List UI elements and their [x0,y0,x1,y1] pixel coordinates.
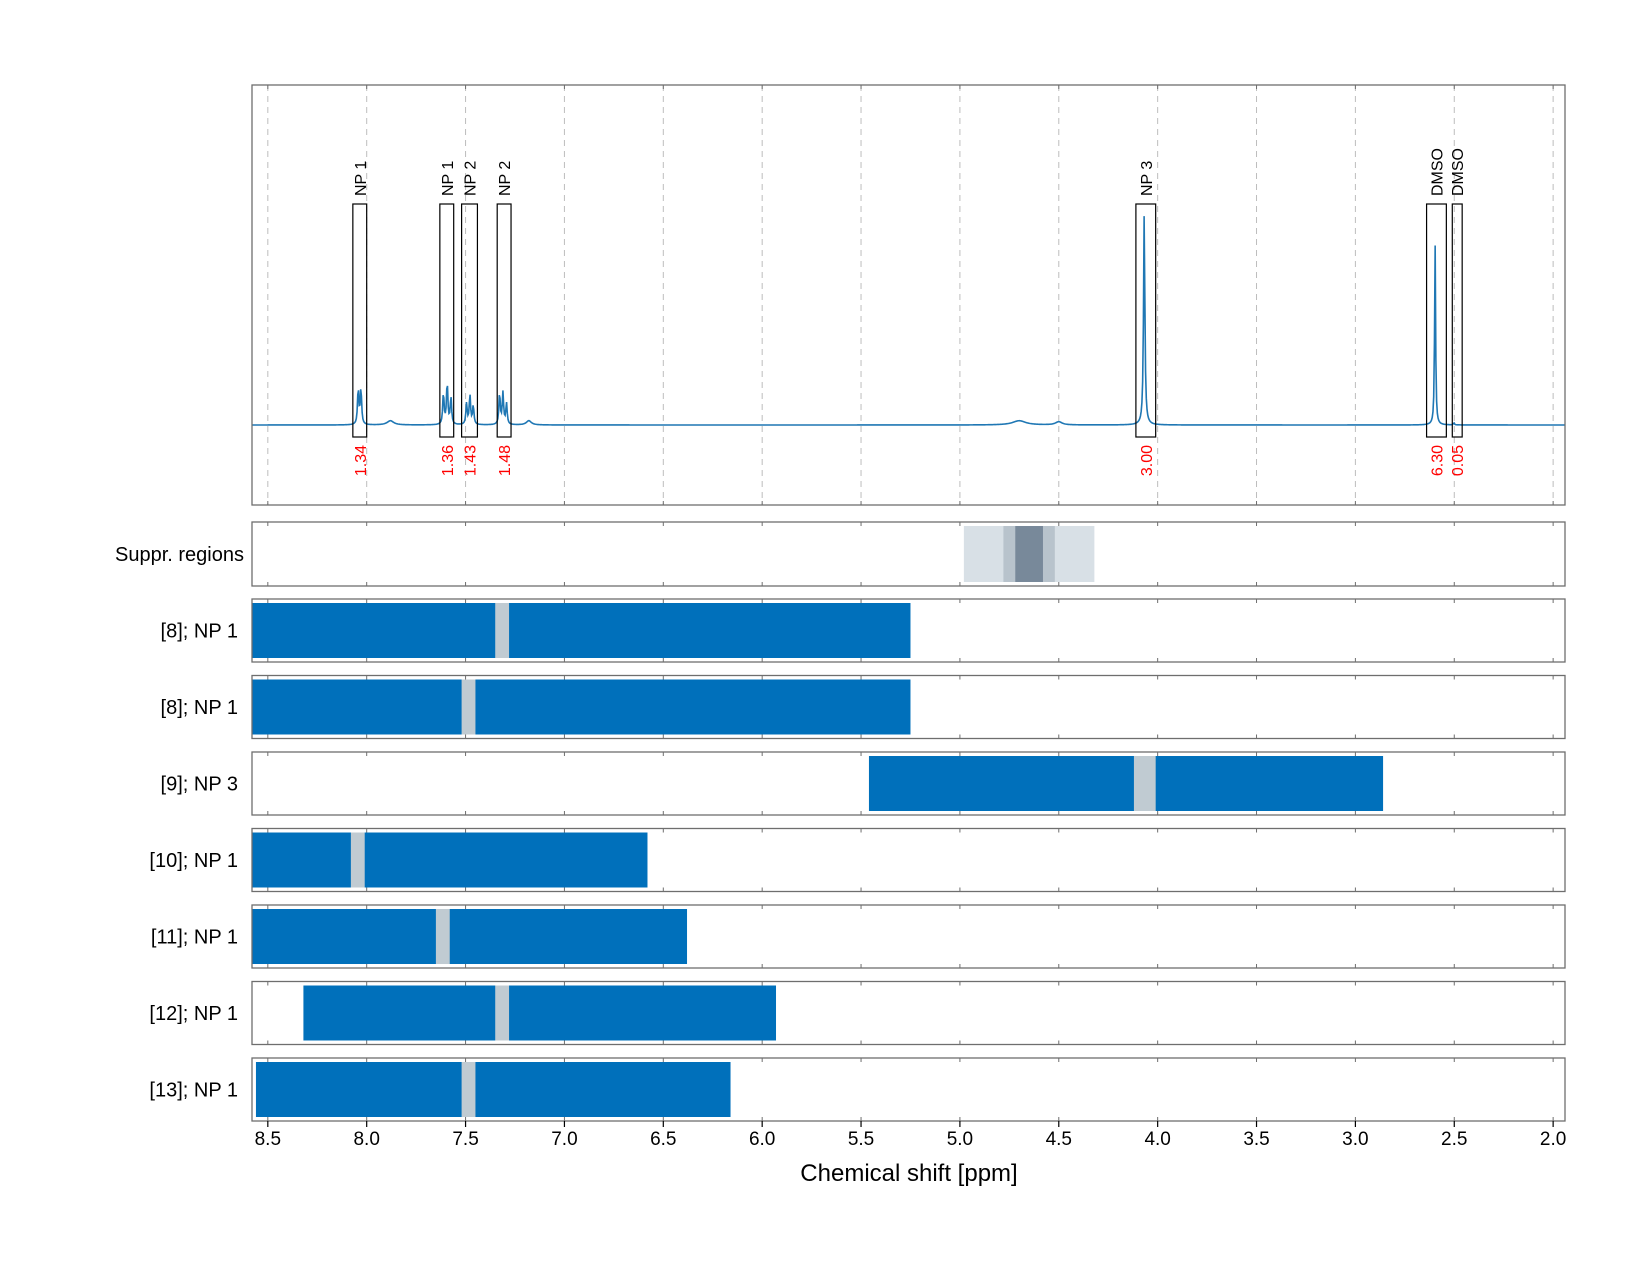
annotation-box [1425,203,1447,438]
x-tick-label: 8.0 [353,1129,379,1150]
x-axis: Chemical shift [ppm] 8.5 8.0 7.5 7.0 6.5 6.0 5… [255,1121,1566,1187]
x-tick-label: 7.5 [452,1129,478,1150]
range-bar [303,985,777,1041]
signal-marker [350,832,365,888]
annotation-label: DMSO [1429,148,1446,196]
range-bar [255,1062,731,1117]
spectrum-panel: NP 1 1.34 NP 1 1.36 NP 2 1.43 NP 2 1.48 NP 3 3.00… [252,148,1565,476]
x-tick-label: 3.5 [1243,1129,1269,1150]
spectrum-frame [251,84,1566,506]
bar-row-label: [8]; NP 1 [161,697,238,719]
integral-value: 1.34 [353,445,370,476]
annotation-label: NP 2 [497,161,514,196]
integral-value: 1.48 [497,445,514,476]
bar-row-frame [251,751,1566,816]
suppression-panel: Suppr. regions [115,526,1095,582]
bar-row-frame [251,674,1566,740]
x-tick-label: 2.5 [1441,1129,1467,1150]
signal-marker [461,1062,476,1117]
bar-row-label: [11]; NP 1 [151,927,238,949]
bar-row-label: [10]; NP 1 [149,850,238,872]
signal-marker [435,909,450,964]
signal-marker [1133,756,1156,811]
signal-marker [495,603,510,658]
integral-value: 1.43 [463,445,480,476]
x-tick-label: 5.0 [947,1129,973,1150]
integral-value: 6.30 [1429,445,1446,476]
annotation-label: NP 2 [463,161,480,196]
annotation-box [1135,203,1157,438]
signal-marker [495,985,510,1041]
annotation-box [1451,203,1463,438]
bar-row-label: [8]; NP 1 [161,621,238,643]
integral-value: 3.00 [1139,445,1156,476]
bar-row-frame [251,1057,1566,1122]
signal-marker [461,679,476,735]
bar-row-label: [13]; NP 1 [149,1080,238,1102]
x-tick-label: 6.0 [749,1129,775,1150]
x-tick-label: 3.0 [1342,1129,1368,1150]
suppression-row-label: Suppr. regions [115,544,244,566]
range-bar [868,756,1384,811]
bar-row-frame [251,598,1566,663]
x-tick-label: 4.5 [1046,1129,1072,1150]
annotation-box [496,203,512,438]
spectrum-trace [252,216,1565,426]
grid-layer [267,85,1554,505]
x-tick-label: 5.5 [848,1129,874,1150]
integral-value: 0.05 [1450,445,1467,476]
integral-value: 1.36 [440,445,457,476]
bar-row-frame [251,980,1566,1046]
bar-row-label: [12]; NP 1 [149,1003,238,1025]
suppression-region [1015,526,1043,582]
annotation-box [439,203,455,438]
x-tick-label: 2.0 [1540,1129,1566,1150]
bar-panels: [8]; NP 1 [8]; NP 1 [9]; NP 3 [10]; NP 1 [11… [149,603,1384,1117]
x-tick-label: 6.5 [650,1129,676,1150]
annotation-label: NP 1 [440,161,457,196]
x-tick-label: 4.0 [1144,1129,1170,1150]
x-tick-label: 8.5 [255,1129,281,1150]
suppression-frame [251,521,1566,587]
x-axis-label: Chemical shift [ppm] [800,1160,1017,1187]
range-bar [252,603,911,658]
bar-row-frame [251,904,1566,969]
annotation-label: NP 1 [353,161,370,196]
bar-row-label: [9]; NP 3 [161,774,238,796]
panel-frames [251,84,1566,1122]
x-tick-label: 7.0 [551,1129,577,1150]
range-bar [252,909,688,964]
annotation-box [352,203,368,438]
bar-row-frame [251,827,1566,893]
annotation-label: NP 3 [1139,161,1156,196]
range-bar [252,679,911,735]
range-bar [252,832,648,888]
annotation-box [461,203,479,438]
annotation-label: DMSO [1450,148,1467,196]
